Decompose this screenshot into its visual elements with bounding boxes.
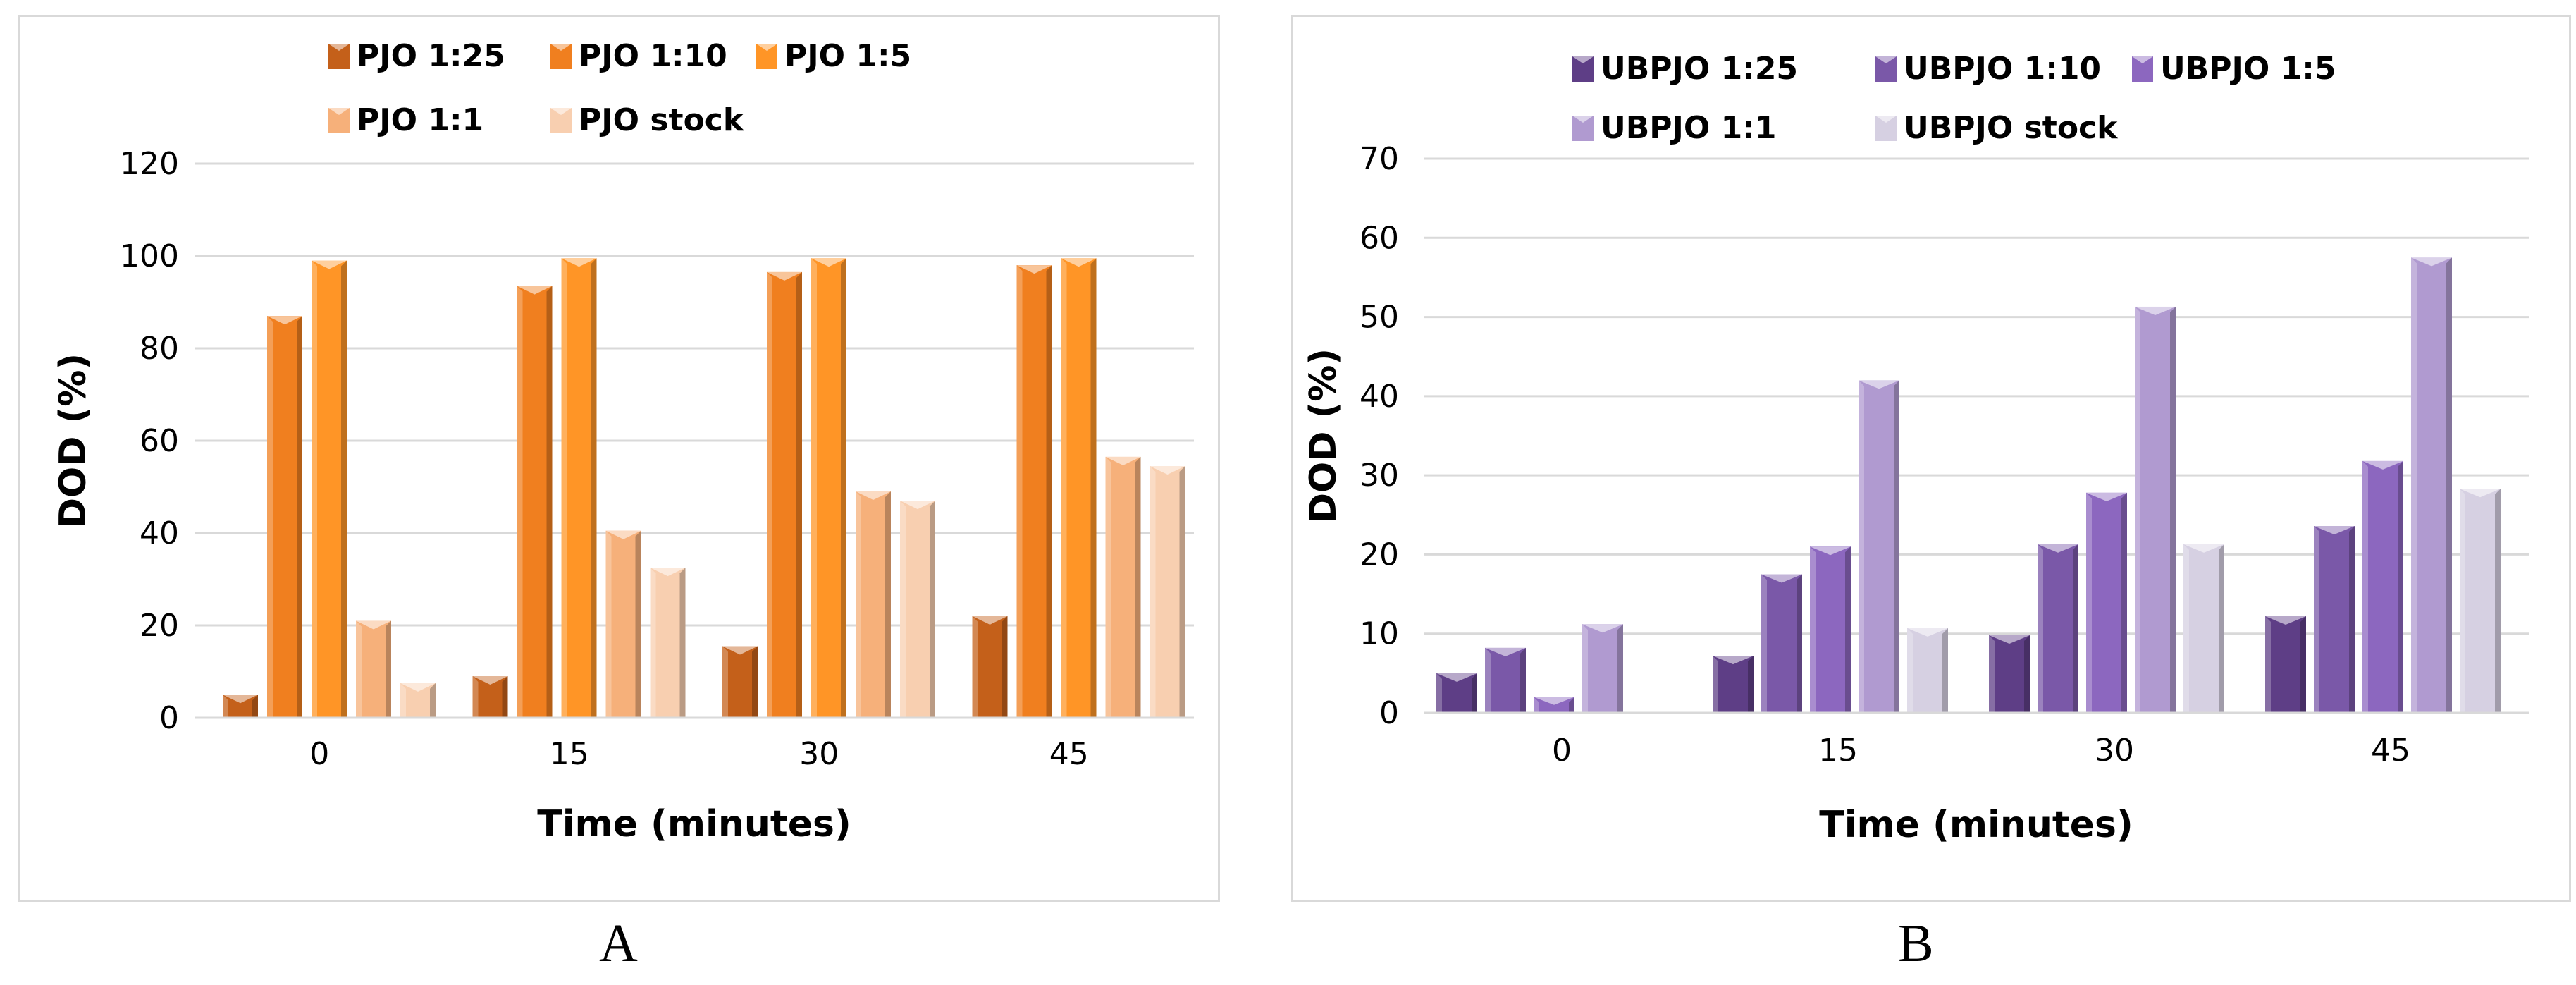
bar	[767, 271, 802, 718]
bar	[856, 491, 891, 718]
bar	[811, 258, 846, 718]
bar	[900, 501, 935, 718]
legend-label: PJO 1:5	[784, 38, 911, 74]
bar	[312, 260, 347, 718]
bar	[2135, 306, 2176, 714]
bar	[722, 646, 758, 718]
x-axis-title: Time (minutes)	[537, 803, 851, 845]
bar	[2411, 257, 2452, 713]
y-tick-label: 50	[1360, 300, 1399, 336]
bar	[223, 695, 258, 718]
x-axis-title: Time (minutes)	[1819, 804, 2133, 846]
legend-item: PJO 1:5	[756, 38, 911, 74]
legend-item: UBPJO 1:10	[1875, 51, 2101, 87]
legend-label: PJO 1:1	[357, 102, 483, 138]
bar	[2460, 489, 2501, 713]
legend-item: UBPJO stock	[1875, 110, 2119, 146]
x-tick-label: 0	[309, 736, 329, 772]
bar	[2362, 460, 2403, 713]
legend-label: UBPJO 1:5	[2160, 51, 2336, 87]
y-tick-label: 40	[1360, 379, 1399, 415]
bar	[1859, 380, 1899, 713]
legend-label: PJO stock	[579, 102, 745, 138]
bar	[400, 683, 436, 718]
legend-label: UBPJO stock	[1904, 110, 2119, 146]
y-tick-label: 100	[120, 238, 179, 274]
bar	[1436, 673, 1477, 713]
bar	[1016, 265, 1052, 718]
legend-item: PJO 1:1	[328, 102, 483, 138]
bar	[1534, 697, 1574, 713]
legend-label: PJO 1:25	[357, 38, 505, 74]
y-tick-label: 70	[1360, 141, 1399, 177]
bar	[1150, 466, 1185, 718]
x-tick-label: 15	[1818, 733, 1858, 769]
y-tick-label: 10	[1360, 616, 1399, 652]
x-tick-label: 30	[799, 736, 839, 772]
bar	[2086, 492, 2127, 713]
bar	[2183, 544, 2224, 713]
panel-label-b: B	[1898, 914, 1934, 973]
legend-item: PJO 1:10	[550, 38, 727, 74]
legend-item: UBPJO 1:1	[1572, 110, 1776, 146]
legend-item: UBPJO 1:5	[2132, 51, 2336, 87]
y-tick-label: 60	[140, 423, 179, 459]
legend-item: PJO 1:25	[328, 38, 505, 74]
bar	[650, 568, 686, 718]
chart-a-svg: 0 20 40 60 80 100 120 0 15 30 45 Time (minutes) DOD …	[52, 38, 1194, 845]
bar	[1485, 647, 1526, 713]
legend-item: PJO stock	[550, 102, 745, 138]
x-tick-label: 45	[2371, 733, 2410, 769]
y-axis-title: DOD (%)	[1302, 348, 1345, 523]
bar	[1105, 456, 1141, 718]
bar	[356, 620, 391, 718]
bar	[1713, 656, 1754, 713]
panel-label-a: A	[599, 914, 638, 973]
bar	[1810, 546, 1851, 713]
bar	[267, 316, 302, 718]
bar	[2038, 544, 2078, 713]
bar	[2265, 616, 2306, 713]
bar	[1989, 635, 2030, 713]
y-tick-label: 60	[1360, 220, 1399, 256]
bar	[517, 286, 553, 718]
legend-label: UBPJO 1:25	[1601, 51, 1798, 87]
y-tick-label: 20	[140, 608, 179, 644]
y-axis-title: DOD (%)	[52, 353, 94, 528]
x-tick-label: 15	[550, 736, 589, 772]
y-tick-label: 120	[120, 146, 179, 182]
bar	[472, 676, 508, 718]
bar	[2314, 526, 2355, 713]
y-tick-label: 0	[1379, 695, 1399, 731]
bar	[1582, 624, 1623, 713]
legend-label: UBPJO 1:1	[1601, 110, 1776, 146]
y-tick-label: 80	[140, 331, 179, 367]
chart-panel-b: 0 10 20 30 40 50 60 70 0 15 30 45 Time (minutes) DOD …	[1291, 15, 2571, 902]
x-tick-label: 30	[2095, 733, 2134, 769]
y-tick-label: 20	[1360, 537, 1399, 573]
legend-item: UBPJO 1:25	[1572, 51, 1798, 87]
bar	[972, 616, 1008, 718]
bar	[1061, 258, 1097, 718]
bar	[1907, 628, 1948, 713]
chart-panel-a: 0 20 40 60 80 100 120 0 15 30 45 Time (minutes) DOD …	[18, 15, 1220, 902]
legend-label: PJO 1:10	[579, 38, 727, 74]
legend-label: UBPJO 1:10	[1904, 51, 2101, 87]
bar	[1761, 574, 1802, 713]
bar	[605, 530, 641, 718]
x-tick-label: 45	[1049, 736, 1089, 772]
x-tick-label: 0	[1552, 733, 1572, 769]
chart-b-svg: 0 10 20 30 40 50 60 70 0 15 30 45 Time (minutes) DOD …	[1302, 51, 2529, 846]
bar	[561, 258, 597, 718]
y-tick-label: 40	[140, 515, 179, 551]
y-tick-label: 30	[1360, 458, 1399, 494]
y-tick-label: 0	[159, 700, 179, 736]
